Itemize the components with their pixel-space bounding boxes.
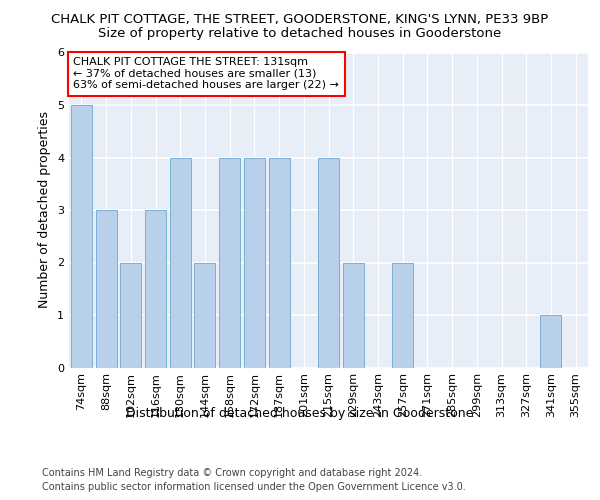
- Text: CHALK PIT COTTAGE, THE STREET, GOODERSTONE, KING'S LYNN, PE33 9BP: CHALK PIT COTTAGE, THE STREET, GOODERSTO…: [52, 12, 548, 26]
- Bar: [170, 158, 191, 368]
- Text: Contains public sector information licensed under the Open Government Licence v3: Contains public sector information licen…: [42, 482, 466, 492]
- Bar: [95, 210, 116, 368]
- Bar: [541, 315, 562, 368]
- Bar: [145, 210, 166, 368]
- Bar: [194, 262, 215, 368]
- Bar: [392, 262, 413, 368]
- Bar: [269, 158, 290, 368]
- Text: Distribution of detached houses by size in Gooderstone: Distribution of detached houses by size …: [127, 408, 473, 420]
- Text: Size of property relative to detached houses in Gooderstone: Size of property relative to detached ho…: [98, 28, 502, 40]
- Y-axis label: Number of detached properties: Number of detached properties: [38, 112, 52, 308]
- Text: CHALK PIT COTTAGE THE STREET: 131sqm
← 37% of detached houses are smaller (13)
6: CHALK PIT COTTAGE THE STREET: 131sqm ← 3…: [73, 57, 339, 90]
- Bar: [120, 262, 141, 368]
- Bar: [244, 158, 265, 368]
- Bar: [318, 158, 339, 368]
- Text: Contains HM Land Registry data © Crown copyright and database right 2024.: Contains HM Land Registry data © Crown c…: [42, 468, 422, 477]
- Bar: [343, 262, 364, 368]
- Bar: [71, 105, 92, 368]
- Bar: [219, 158, 240, 368]
